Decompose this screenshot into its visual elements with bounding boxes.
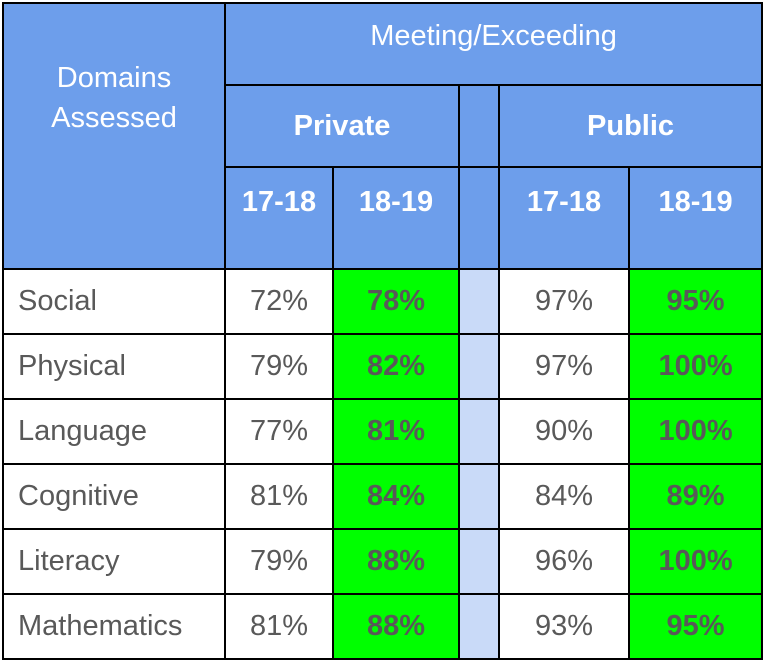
- cell-public-18-19: 100%: [627, 398, 764, 465]
- cell-private-17-18: 81%: [224, 463, 334, 530]
- domain-label: Physical: [2, 333, 226, 400]
- cell-public-17-18: 93%: [498, 593, 630, 660]
- header-domains-assessed: Domains Assessed: [2, 2, 226, 270]
- cell-private-17-18: 72%: [224, 268, 334, 335]
- domain-label: Literacy: [2, 528, 226, 595]
- cell-private-18-19: 88%: [332, 593, 460, 660]
- table-row: Mathematics 81% 88% 93% 95%: [2, 593, 764, 660]
- cell-public-17-18: 97%: [498, 333, 630, 400]
- cell-public-17-18: 97%: [498, 268, 630, 335]
- domain-label: Mathematics: [2, 593, 226, 660]
- table-row: Literacy 79% 88% 96% 100%: [2, 528, 764, 595]
- domain-label: Cognitive: [2, 463, 226, 530]
- spacer-cell: [458, 528, 500, 595]
- cell-private-17-18: 81%: [224, 593, 334, 660]
- cell-private-17-18: 79%: [224, 333, 334, 400]
- cell-public-18-19: 95%: [627, 593, 764, 660]
- table-row: Cognitive 81% 84% 84% 89%: [2, 463, 764, 530]
- header-public-18-19: 18-19: [627, 166, 764, 270]
- header-meeting-exceeding: Meeting/Exceeding: [223, 2, 764, 86]
- cell-private-18-19: 84%: [332, 463, 460, 530]
- header-public-17-18: 17-18: [498, 166, 630, 270]
- spacer-cell: [458, 463, 500, 530]
- cell-public-17-18: 90%: [498, 398, 630, 465]
- header-private: Private: [224, 84, 460, 168]
- cell-public-18-19: 100%: [627, 333, 764, 400]
- table-row: Language 77% 81% 90% 100%: [2, 398, 764, 465]
- cell-private-18-19: 78%: [332, 268, 460, 335]
- cell-public-18-19: 95%: [627, 268, 764, 335]
- cell-private-17-18: 77%: [224, 398, 334, 465]
- cell-private-17-18: 79%: [224, 528, 334, 595]
- header-private-18-19: 18-19: [332, 166, 460, 270]
- spacer-cell: [458, 398, 500, 465]
- spacer-cell: [458, 593, 500, 660]
- domain-label: Language: [2, 398, 226, 465]
- domain-label: Social: [2, 268, 226, 335]
- header-private-17-18: 17-18: [224, 166, 334, 270]
- cell-public-18-19: 100%: [627, 528, 764, 595]
- spacer-cell: [458, 268, 500, 335]
- cell-public-17-18: 96%: [498, 528, 630, 595]
- cell-public-18-19: 89%: [627, 463, 764, 530]
- cell-private-18-19: 82%: [332, 333, 460, 400]
- cell-private-18-19: 88%: [332, 528, 460, 595]
- cell-public-17-18: 84%: [498, 463, 630, 530]
- cell-private-18-19: 81%: [332, 398, 460, 465]
- header-year-spacer: [458, 166, 500, 270]
- spacer-cell: [458, 333, 500, 400]
- table-row: Social 72% 78% 97% 95%: [2, 268, 764, 335]
- header-public: Public: [497, 84, 764, 168]
- table-row: Physical 79% 82% 97% 100%: [2, 333, 764, 400]
- header-spacer: [458, 84, 500, 168]
